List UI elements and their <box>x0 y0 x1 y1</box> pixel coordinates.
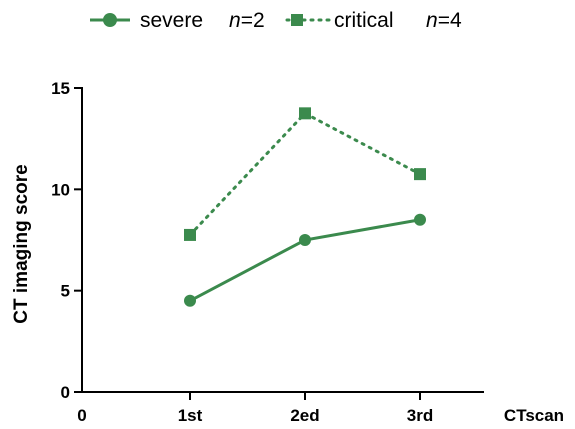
x-axis-title: CTscan <box>504 406 564 425</box>
legend: severe n=2 critical n=4 <box>90 9 462 32</box>
y-tick-label: 0 <box>61 383 70 402</box>
point-critical <box>414 168 426 181</box>
series-line-critical <box>188 111 422 237</box>
y-axis-title: CT imaging score <box>11 164 32 323</box>
legend-n-value: =4 <box>438 9 462 32</box>
plot-area <box>184 107 426 307</box>
legend-label-severe: severe <box>140 9 203 32</box>
legend-n-symbol: n <box>426 9 438 32</box>
x-tick-label: 2ed <box>290 406 319 425</box>
point-severe <box>414 213 426 226</box>
y-tick-label: 15 <box>51 79 70 98</box>
point-severe <box>184 294 196 307</box>
point-critical <box>299 107 311 120</box>
point-severe <box>299 234 311 246</box>
x-origin-label: 0 <box>77 406 86 425</box>
legend-count-severe: n=2 <box>229 9 265 32</box>
axes: 0 5 10 15 1st 2ed 3rd 0 CTscan CT imaging score <box>11 79 564 425</box>
y-tick-label: 10 <box>51 180 70 199</box>
legend-count-critical: n=4 <box>426 9 462 32</box>
legend-n-symbol: n <box>229 9 241 32</box>
x-tick-label: 1st <box>178 406 203 425</box>
point-critical <box>184 228 196 241</box>
series-line-severe <box>189 218 421 303</box>
legend-marker-critical <box>291 14 303 26</box>
x-tick-label: 3rd <box>407 406 433 425</box>
legend-label-critical: critical <box>334 9 394 32</box>
legend-n-value: =2 <box>241 9 265 32</box>
legend-marker-severe <box>103 13 117 27</box>
y-tick-label: 5 <box>61 282 70 301</box>
